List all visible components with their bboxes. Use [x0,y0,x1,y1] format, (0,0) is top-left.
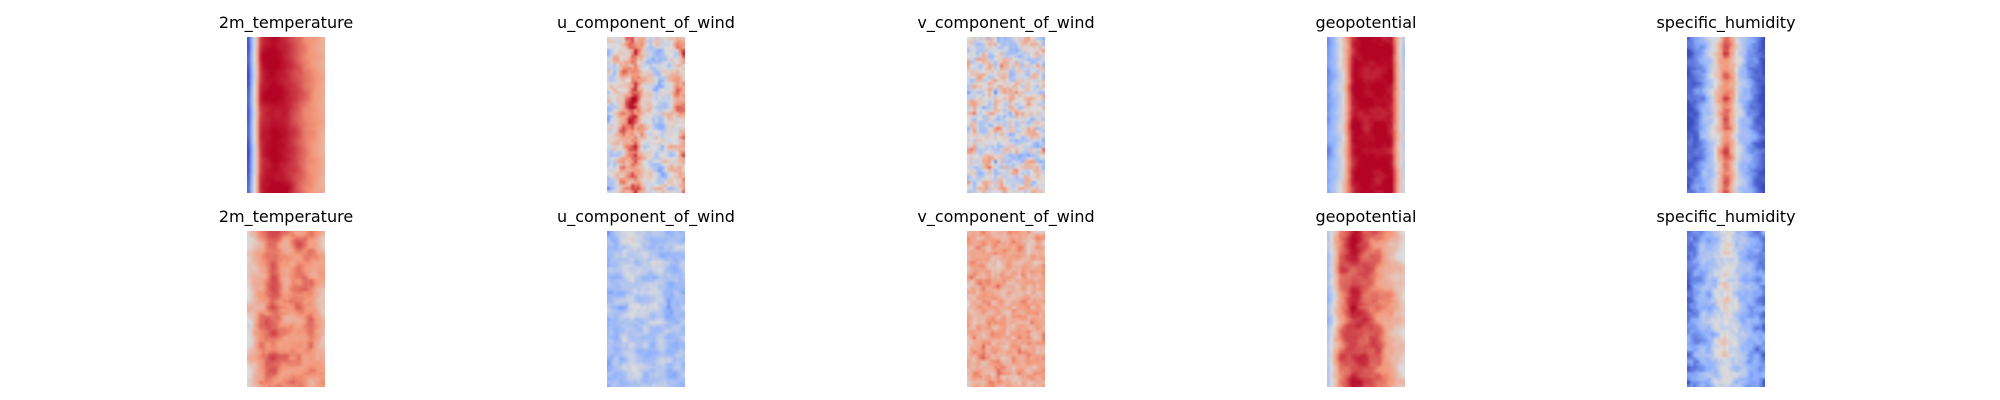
panel-title: u_component_of_wind [557,207,735,226]
heatmap-image [607,37,685,193]
heatmap-image [967,37,1045,193]
heatmap-image [967,231,1045,387]
heatmap-image [1327,231,1405,387]
panel-title: specific_humidity [1656,13,1796,32]
panel-title: v_component_of_wind [917,13,1095,32]
panel-title: specific_humidity [1656,207,1796,226]
heatmap-image [1327,37,1405,193]
heatmap-image [247,37,325,193]
panel-title: v_component_of_wind [917,207,1095,226]
panel-title: geopotential [1315,207,1417,226]
panel-title: 2m_temperature [218,13,354,32]
panel-title: 2m_temperature [218,207,354,226]
panel-title: geopotential [1315,13,1417,32]
heatmap-image [1687,37,1765,193]
heatmap-image [1687,231,1765,387]
heatmap-image [247,231,325,387]
panel-title: u_component_of_wind [557,13,735,32]
heatmap-image [607,231,685,387]
